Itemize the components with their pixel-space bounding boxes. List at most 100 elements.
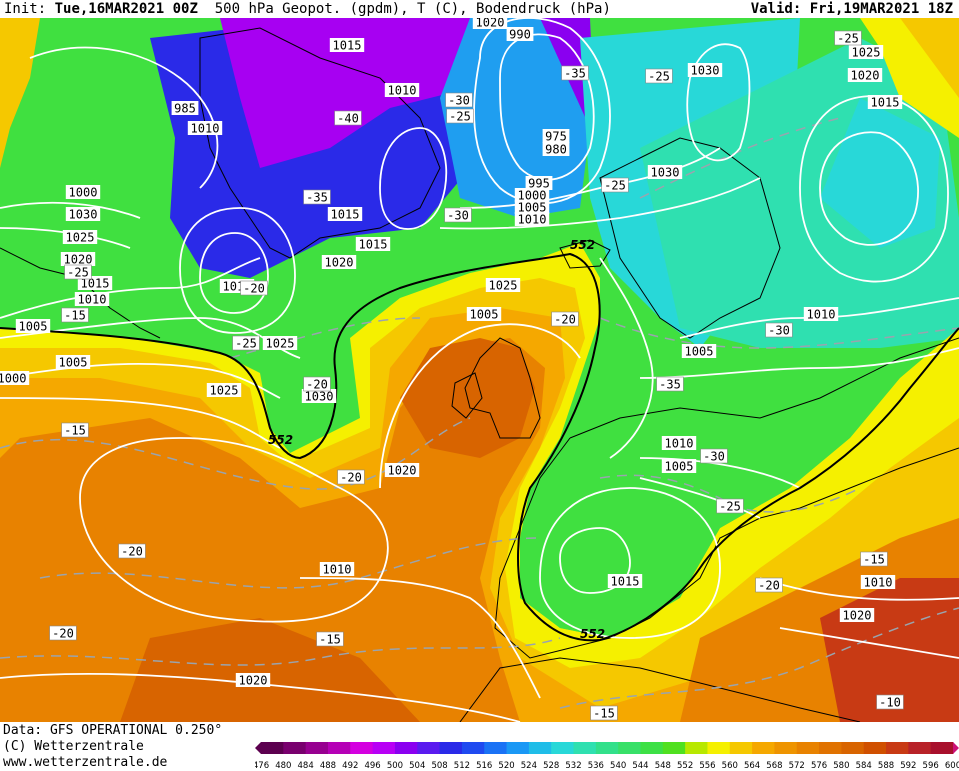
geopotential-fills — [0, 18, 959, 722]
colorbar-tick-label: 476 — [255, 761, 269, 770]
svg-text:-35: -35 — [564, 67, 586, 81]
colorbar-tick-label: 580 — [833, 761, 849, 770]
svg-text:-25: -25 — [449, 110, 471, 124]
svg-text:-30: -30 — [703, 450, 725, 464]
weather-map: 552 552 552 1015102099098510101015100510… — [0, 18, 959, 722]
isobar-23 — [639, 477, 761, 519]
svg-text:1015: 1015 — [81, 277, 110, 291]
pressure-label: 1030 — [301, 389, 337, 404]
colorbar-swatch — [841, 742, 865, 754]
temperature-label: -15 — [860, 551, 888, 567]
pressure-label: 1010 — [860, 575, 896, 590]
temperature-label: -15 — [316, 631, 344, 647]
isotherm-c — [0, 637, 561, 666]
svg-text:-15: -15 — [319, 633, 341, 647]
fill-orange-core — [0, 338, 545, 722]
colorbar-tick-label: 568 — [766, 761, 782, 770]
isobar-29 — [0, 201, 141, 219]
temperature-label: -25 — [446, 108, 474, 124]
svg-text:1030: 1030 — [691, 64, 720, 78]
colorbar-tick-label: 492 — [342, 761, 358, 770]
coast-ireland — [451, 372, 483, 419]
isobar-15 — [199, 232, 269, 314]
colorbar-tick-label: 532 — [565, 761, 581, 770]
svg-text:-25: -25 — [67, 266, 89, 280]
colorbar-swatch — [305, 742, 329, 754]
pressure-label: 1010 — [514, 212, 550, 227]
coast-greenland — [199, 27, 441, 259]
isobar-21 — [639, 347, 959, 379]
pressure-label: 1020 — [847, 68, 883, 83]
pressure-label: 1010 — [74, 292, 110, 307]
colorbar-swatch — [283, 742, 307, 754]
isobar-10 — [559, 527, 631, 594]
colorbar-swatch — [908, 742, 932, 754]
temperature-label: -15 — [61, 307, 89, 323]
fill-nw-gold — [0, 18, 40, 168]
svg-text:1005: 1005 — [19, 320, 48, 334]
website-link[interactable]: www.wetterzentrale.de — [3, 755, 168, 770]
colorbar-swatch — [394, 742, 418, 754]
colorbar-tick-label: 592 — [900, 761, 916, 770]
pressure-label: 1025 — [262, 336, 298, 351]
svg-text:1010: 1010 — [807, 308, 836, 322]
valid-value: Fri,19MAR2021 18Z — [809, 1, 953, 17]
coast-iceland — [559, 239, 611, 269]
geopot-552-labels: 552 552 552 — [268, 238, 605, 641]
colorbar-swatch — [796, 742, 820, 754]
svg-text:1025: 1025 — [66, 231, 95, 245]
svg-text:1015: 1015 — [359, 238, 388, 252]
isobar-4 — [0, 397, 281, 449]
isotherms — [0, 117, 959, 709]
svg-text:1030: 1030 — [305, 390, 334, 404]
colorbar-tick-label: 516 — [476, 761, 492, 770]
colorbar-swatch — [863, 742, 887, 754]
temperature-label: -35 — [561, 65, 589, 81]
svg-text:1025: 1025 — [266, 337, 295, 351]
colorbar-swatch — [417, 742, 441, 754]
svg-text:-20: -20 — [758, 579, 780, 593]
colorbar-tick-label: 480 — [275, 761, 291, 770]
colorbar-swatch — [506, 742, 530, 754]
svg-text:1030: 1030 — [69, 208, 98, 222]
svg-text:1015: 1015 — [331, 208, 360, 222]
isobar-25 — [779, 627, 959, 659]
temperature-labels: -25 -35 -30 -25 -40 -25 -35 -25 -30 -20 -15 -25 -25 -… — [49, 30, 904, 721]
colorbar-swatch — [461, 742, 485, 754]
temperature-label: -20 — [551, 311, 579, 327]
svg-text:1010: 1010 — [864, 576, 893, 590]
isotherm-g — [639, 117, 841, 199]
svg-text:1010: 1010 — [191, 122, 220, 136]
colorbar-tick-label: 528 — [543, 761, 559, 770]
colorbar-tick-label: 484 — [298, 761, 314, 770]
product-title: 500 hPa Geopot. (gpdm), T (C), Bodendruc… — [214, 1, 611, 17]
svg-text:1010: 1010 — [665, 437, 694, 451]
colorbar-tick-label: 488 — [320, 761, 336, 770]
temperature-label: -25 — [645, 68, 673, 84]
colorbar-tick-label: 520 — [498, 761, 514, 770]
colorbar-tick-label: 584 — [856, 761, 872, 770]
temperature-label: -15 — [590, 705, 618, 721]
svg-text:1010: 1010 — [78, 293, 107, 307]
svg-text:-15: -15 — [593, 707, 615, 721]
isobar-8 — [299, 577, 541, 699]
svg-text:1005: 1005 — [685, 345, 714, 359]
colorbar-tick-label: 556 — [699, 761, 715, 770]
svg-text:-20: -20 — [121, 545, 143, 559]
pressure-label: 1005 — [15, 319, 51, 334]
temperature-label: -20 — [337, 469, 365, 485]
isobar-20 — [679, 297, 959, 339]
coastlines — [0, 27, 959, 722]
svg-text:-35: -35 — [306, 191, 328, 205]
isotherm-f — [599, 317, 959, 349]
colorbar-tick-label: 572 — [789, 761, 805, 770]
colorbar-tick-label: 560 — [722, 761, 738, 770]
pressure-label: 1020 — [472, 18, 508, 30]
svg-text:-30: -30 — [768, 324, 790, 338]
isobar-14 — [439, 177, 761, 230]
temperature-label: -35 — [303, 189, 331, 205]
svg-text:1015: 1015 — [871, 96, 900, 110]
pressure-label: 1030 — [65, 207, 101, 222]
pressure-label: 1015 — [355, 237, 391, 252]
coast-scandinavia — [599, 137, 781, 339]
